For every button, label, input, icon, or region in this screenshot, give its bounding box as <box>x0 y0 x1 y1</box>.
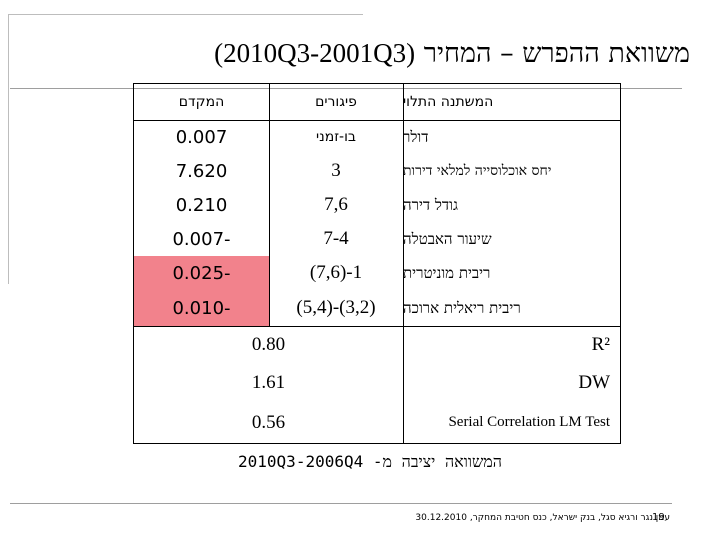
stat-value: 1.61 <box>251 372 286 393</box>
stat-label: R² <box>591 334 610 355</box>
coef-cell: 7.620 <box>175 160 228 182</box>
stat-value: 0.80 <box>251 334 286 355</box>
lags-cell: בו-זמני <box>315 129 357 145</box>
page-number: 19 <box>652 512 665 523</box>
footer-text: עמן נגר ורגיא סגל, בנק ישראל, כנס חטיבת … <box>415 513 670 523</box>
header-lags: פיגורים <box>315 94 357 110</box>
lags-cell: 3 <box>331 160 341 181</box>
lags-cell: 7,6 <box>324 194 348 215</box>
footer-rule <box>10 503 672 504</box>
grid-line <box>403 84 404 443</box>
header-coef: המקדם <box>178 94 225 110</box>
variable-cell: יחס אוכלוסייה למלאי דירות <box>403 162 552 179</box>
stat-label: DW <box>578 372 610 393</box>
variable-cell: שיעור האבטלה <box>403 229 492 248</box>
grid-line <box>269 84 270 326</box>
slide-title-main: משוואת ההפרש – המחיר <box>423 38 690 69</box>
lags-cell: 7-4 <box>323 228 349 249</box>
regression-table: המקדם פיגורים המשתנה התלוי 0.007 בו-זמני… <box>133 83 621 444</box>
coef-cell: 0.210 <box>175 194 228 216</box>
coef-cell-highlighted: 0.025- <box>134 256 269 290</box>
variable-cell: ריבית ריאלית ארוכה <box>403 298 521 317</box>
stat-label: Serial Correlation LM Test <box>448 414 610 430</box>
grid-line <box>134 326 620 327</box>
variable-cell: גודל דירה <box>403 195 458 214</box>
slide-title-period: (2010Q3-2001Q3) <box>214 38 416 68</box>
decorative-top-rule <box>8 14 363 15</box>
coef-cell-highlighted: 0.010- <box>134 290 269 326</box>
slide-title: משוואת ההפרש – המחיר (2010Q3-2001Q3) <box>40 38 690 69</box>
lags-cell: (7,6)-1 <box>309 262 363 283</box>
coef-cell: 0.007- <box>172 228 231 250</box>
title-underline <box>10 88 682 89</box>
coef-cell: 0.007 <box>175 126 228 148</box>
stability-note: המשוואה יציבה מ- 2010Q3-2006Q4 <box>238 452 502 471</box>
stat-value: 0.56 <box>251 411 286 433</box>
lags-cell: (5,4)-(3,2) <box>296 297 376 318</box>
variable-cell: ריבית מוניטרית <box>403 263 491 282</box>
grid-line <box>134 120 620 121</box>
variable-cell: דולר <box>403 127 429 146</box>
header-variable: המשתנה התלוי <box>403 94 494 110</box>
decorative-side-rule <box>8 14 9 284</box>
